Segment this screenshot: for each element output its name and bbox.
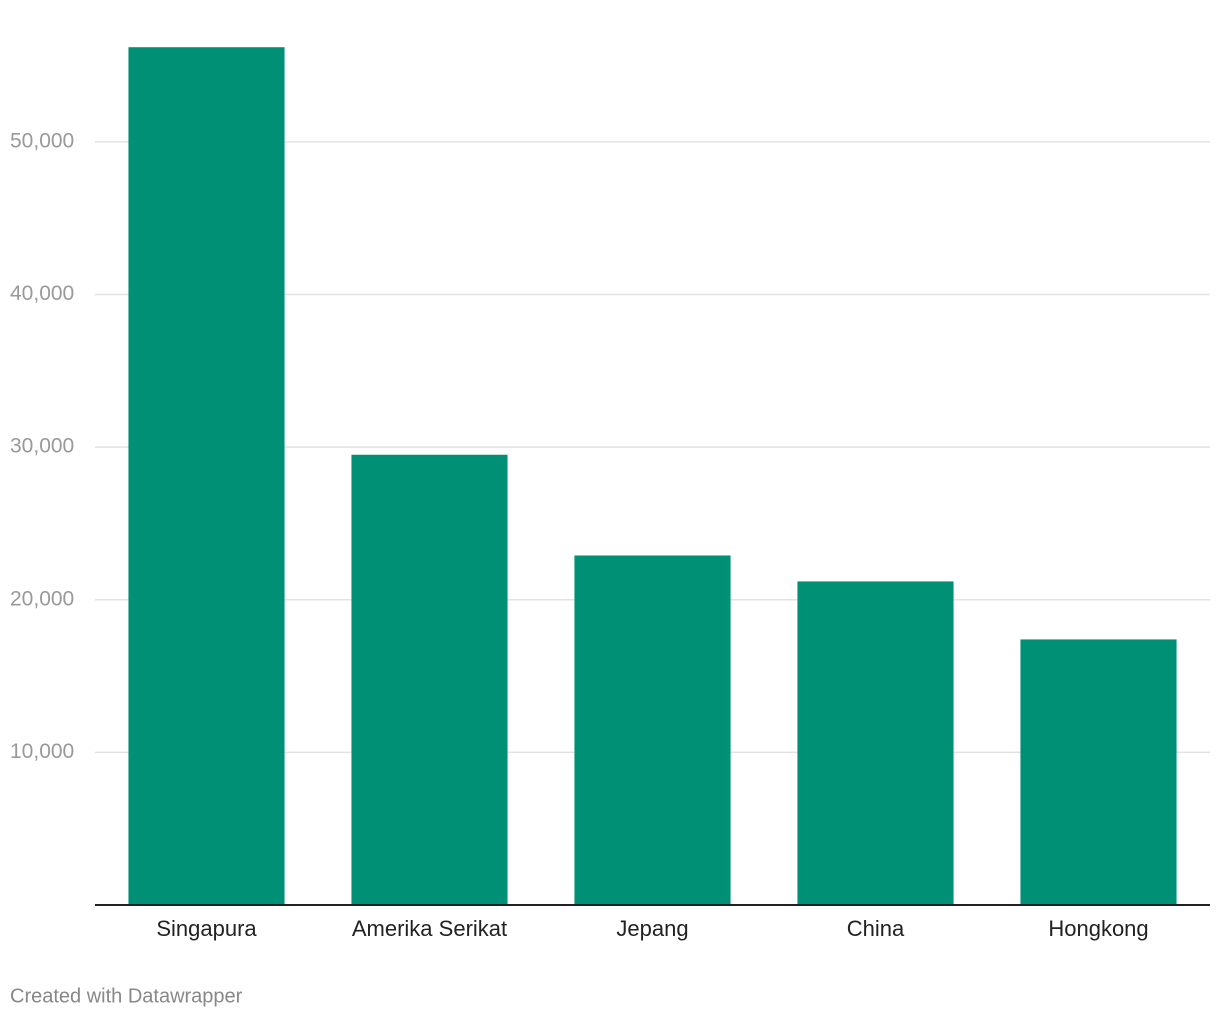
- x-tick-label: Amerika Serikat: [352, 916, 507, 941]
- y-tick-label: 50,000: [10, 129, 74, 152]
- bar: [351, 454, 508, 905]
- bar: [797, 581, 954, 905]
- bar: [128, 47, 285, 906]
- bar: [574, 555, 731, 905]
- credit: Created with Datawrapper: [10, 985, 243, 1007]
- y-tick-label: 10,000: [10, 740, 74, 763]
- y-tick-label: 30,000: [10, 435, 74, 458]
- x-tick-label: Hongkong: [1048, 916, 1148, 941]
- bar: [1020, 639, 1177, 905]
- x-tick-label: China: [847, 916, 905, 941]
- y-tick-label: 20,000: [10, 587, 74, 610]
- x-tick-label: Jepang: [616, 916, 688, 941]
- y-tick-label: 40,000: [10, 282, 74, 305]
- x-tick-label: Singapura: [156, 916, 257, 941]
